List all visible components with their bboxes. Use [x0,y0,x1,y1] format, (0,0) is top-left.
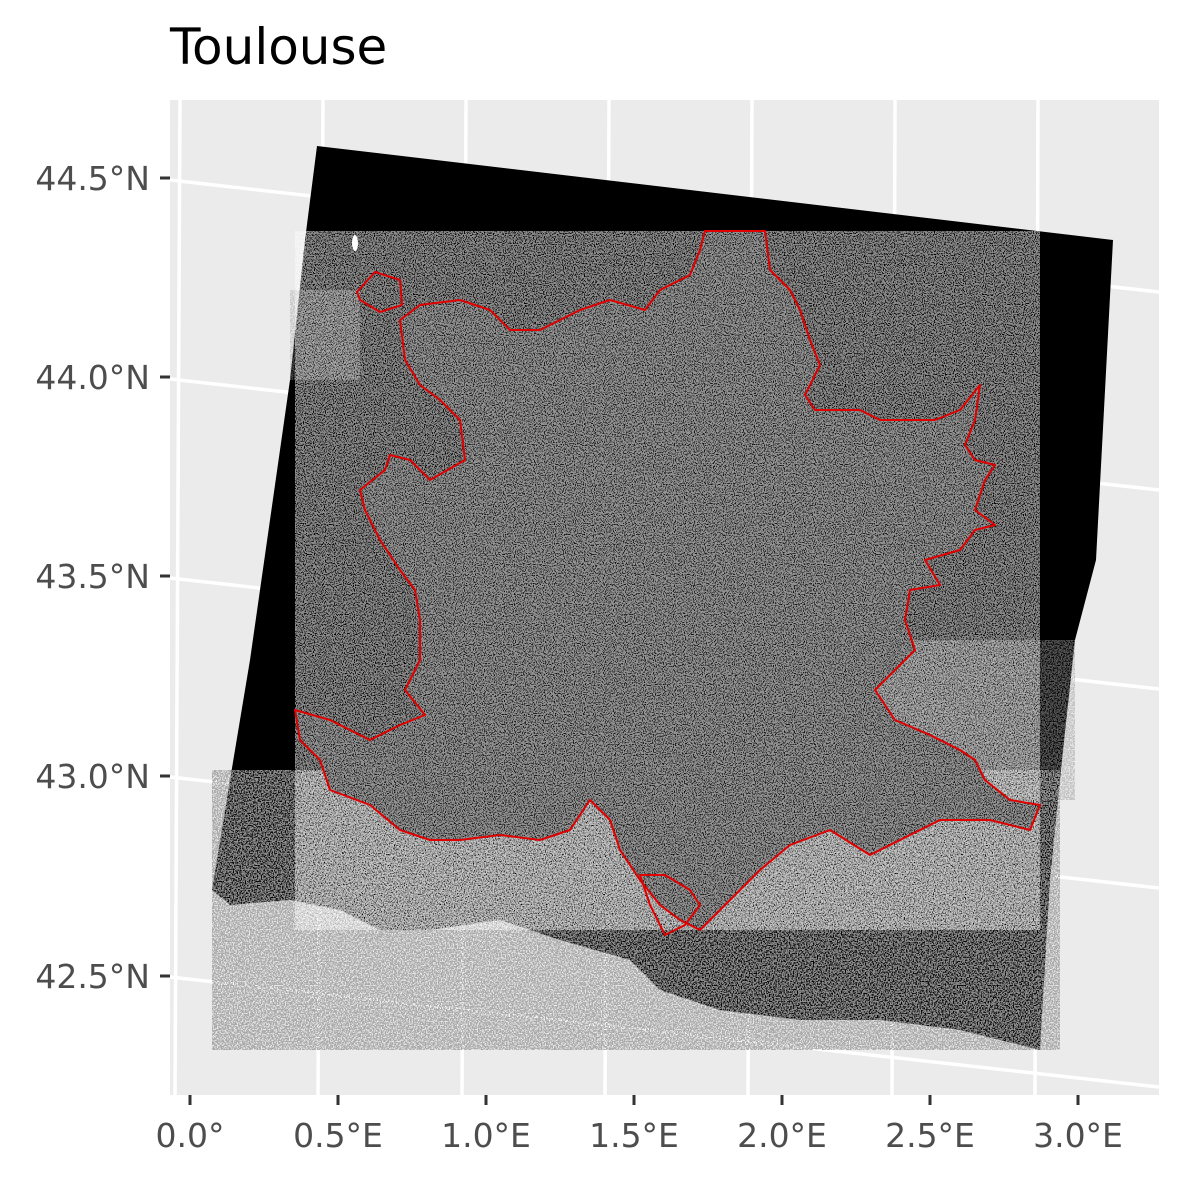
sparse-fringe-south [212,770,1060,1050]
map-title: Toulouse [170,18,388,76]
region [295,231,1040,930]
y-tick-marks [160,176,170,978]
y-tick-label: 44.0°N [35,358,150,397]
x-tick-label: 2.0°E [737,1116,827,1155]
x-tick-label: 0.5°E [293,1116,383,1155]
x-tick-label: 1.5°E [589,1116,679,1155]
x-tick-label: 3.0°E [1033,1116,1123,1155]
boundary-outline [294,230,1041,936]
sparse-fringe-east [870,640,1075,800]
x-tick-label: 1.0°E [441,1116,531,1155]
y-tick-label: 43.0°N [35,757,150,796]
x-tick-label: 2.5°E [885,1116,975,1155]
y-tick-label: 44.5°N [35,159,150,198]
region-speckle [295,231,1040,930]
sparse-fringe-west [290,290,360,380]
gap-5 [352,235,358,251]
boundary-main [294,230,1041,931]
y-axis-labels: 44.5°N 44.0°N 43.5°N 43.0°N 42.5°N [35,159,150,996]
y-tick-label: 42.5°N [35,957,150,996]
boundary-enclave [356,271,403,313]
boundary-south-lobe [639,874,701,936]
x-axis-labels: 0.0° 0.5°E 1.0°E 1.5°E 2.0°E 2.5°E 3.0°E [156,1116,1123,1155]
x-tick-label: 0.0° [156,1116,225,1155]
y-tick-label: 43.5°N [35,557,150,596]
x-tick-marks [188,1095,1080,1105]
